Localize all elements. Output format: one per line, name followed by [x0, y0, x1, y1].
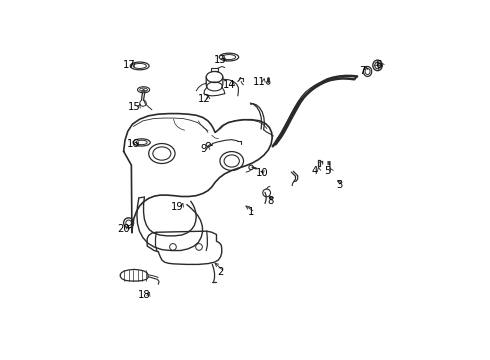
Text: 14: 14 — [222, 80, 235, 90]
Text: 1: 1 — [248, 207, 254, 217]
Text: 11: 11 — [253, 77, 266, 87]
Text: 20: 20 — [117, 224, 130, 234]
Text: 6: 6 — [375, 60, 382, 70]
Text: 4: 4 — [312, 166, 318, 176]
Text: 8: 8 — [268, 196, 273, 206]
Text: 9: 9 — [201, 144, 207, 153]
Text: 19: 19 — [172, 202, 184, 212]
Text: 16: 16 — [127, 139, 140, 149]
Text: 17: 17 — [123, 60, 136, 70]
Text: 10: 10 — [256, 168, 269, 179]
Text: 3: 3 — [337, 180, 343, 190]
Text: 15: 15 — [128, 102, 141, 112]
Text: 13: 13 — [214, 55, 227, 65]
Text: 12: 12 — [197, 94, 210, 104]
Text: 18: 18 — [138, 291, 151, 301]
Text: 2: 2 — [218, 267, 224, 277]
Text: 5: 5 — [324, 166, 331, 176]
Text: 7: 7 — [359, 66, 365, 76]
